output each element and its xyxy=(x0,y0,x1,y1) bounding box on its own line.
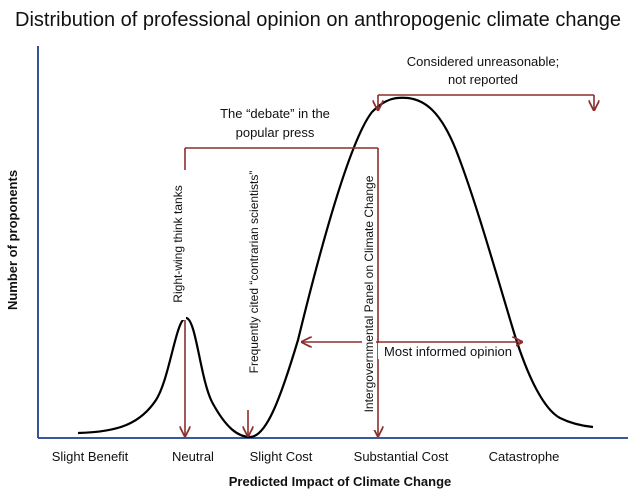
x-tick-labels: Slight Benefit Neutral Slight Cost Subst… xyxy=(52,449,560,464)
contrarian-label: Frequently cited “contrarian scientists” xyxy=(247,171,261,374)
x-tick-label: Slight Cost xyxy=(250,449,313,464)
think-tanks-label: Right-wing think tanks xyxy=(171,185,185,302)
informed-label-bg xyxy=(378,343,516,359)
unreasonable-bracket xyxy=(378,94,594,110)
ipcc-label: Intergovernmental Panel on Climate Chang… xyxy=(362,175,376,412)
unreasonable-label-line2: not reported xyxy=(448,72,518,87)
x-axis-label: Predicted Impact of Climate Change xyxy=(229,474,452,489)
unreasonable-label-line1: Considered unreasonable; xyxy=(407,54,560,69)
x-tick-label: Substantial Cost xyxy=(354,449,449,464)
x-tick-label: Neutral xyxy=(172,449,214,464)
diagram-title: Distribution of professional opinion on … xyxy=(15,9,621,31)
x-tick-label: Slight Benefit xyxy=(52,449,129,464)
ipcc-label-bg xyxy=(362,158,376,430)
think-tanks-label-bg xyxy=(172,170,186,320)
debate-label-line1: The “debate” in the xyxy=(220,106,330,121)
informed-label: Most informed opinion xyxy=(384,344,512,359)
y-axis-label: Number of proponents xyxy=(5,170,20,310)
x-tick-label: Catastrophe xyxy=(489,449,560,464)
debate-label-line2: popular press xyxy=(236,125,315,140)
